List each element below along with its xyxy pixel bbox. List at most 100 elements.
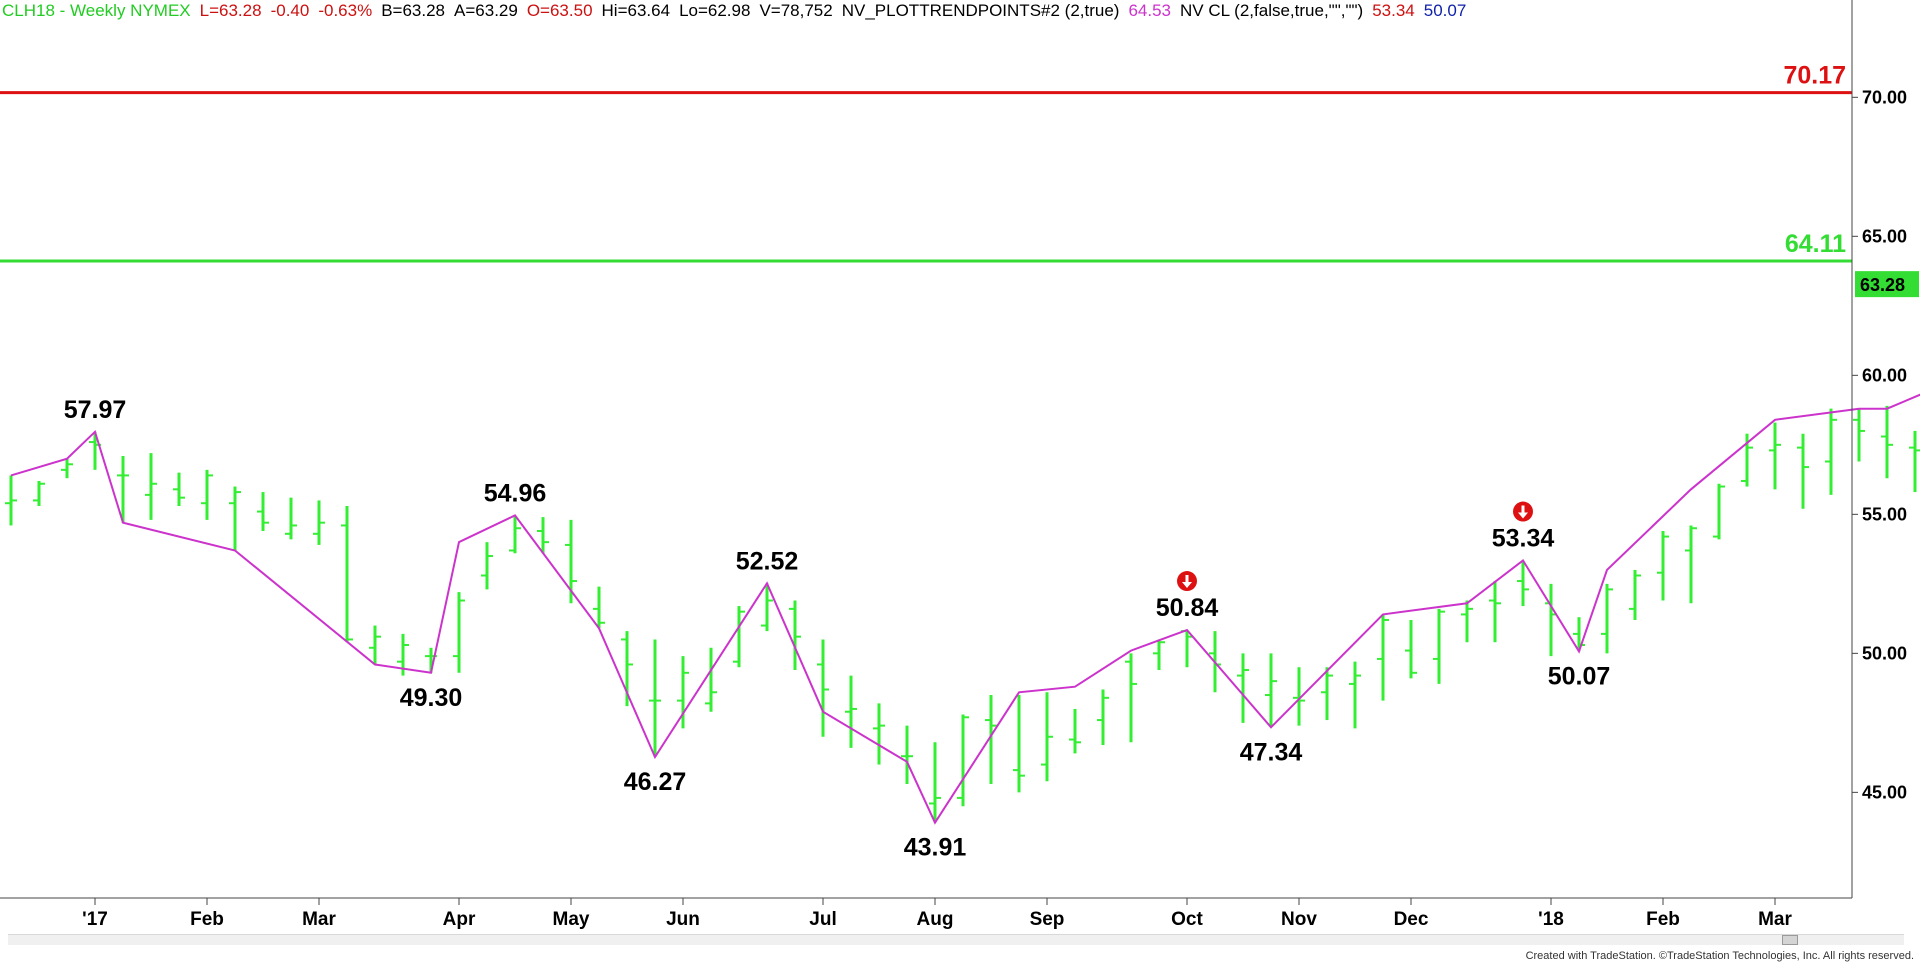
header-change: -0.40	[270, 1, 310, 20]
ohlc-bar	[1545, 583, 1557, 657]
ohlc-bar	[649, 639, 661, 758]
ohlc-bar	[1853, 408, 1865, 462]
ohlc-bar	[1041, 692, 1053, 782]
ohlc-bar	[229, 486, 241, 551]
x-tick-label: Dec	[1394, 909, 1429, 930]
ohlc-bar	[1769, 422, 1781, 490]
ohlc-bar	[1517, 560, 1529, 607]
pivot-label: 57.97	[64, 396, 127, 424]
header-indicator2-name: NV CL (2,false,true,"","")	[1180, 1, 1364, 20]
y-tick-label: 55.00	[1862, 504, 1907, 524]
x-tick-label: '17	[82, 909, 108, 930]
pivot-label: 50.84	[1156, 594, 1219, 622]
zigzag-trend-line	[10, 393, 1920, 825]
ohlc-bar	[61, 458, 73, 479]
level-lines: 70.17 64.11	[0, 62, 1852, 263]
header-last: L=63.28	[199, 1, 262, 20]
header-pct: -0.63%	[318, 1, 373, 20]
ohlc-bar	[1321, 667, 1333, 721]
y-tick-label: 60.00	[1862, 365, 1907, 385]
ohlc-bar	[1825, 408, 1837, 495]
x-tick-label: Mar	[302, 909, 336, 930]
last-price-flag	[1855, 271, 1919, 298]
last-price-label: 63.28	[1860, 275, 1905, 295]
ohlc-bar	[985, 695, 997, 785]
ohlc-bar	[1097, 689, 1109, 746]
ohlc-bar	[957, 714, 969, 807]
pivot-label: 50.07	[1548, 662, 1611, 690]
ohlc-bar	[1685, 525, 1697, 604]
x-tick-label: Sep	[1030, 909, 1065, 930]
ohlc-bar	[1069, 708, 1081, 754]
ohlc-bar	[145, 453, 157, 520]
support-level-label: 64.11	[1785, 230, 1846, 258]
ohlc-bar	[845, 675, 857, 748]
ohlc-bar	[453, 592, 465, 673]
ohlc-bar	[1237, 653, 1249, 723]
header-high: Hi=63.64	[601, 1, 671, 20]
header-bid: B=63.28	[381, 1, 446, 20]
ohlc-bar	[593, 586, 605, 629]
ohlc-bar	[1433, 608, 1445, 684]
pivot-label: 53.34	[1492, 524, 1555, 552]
ohlc-bar	[481, 542, 493, 590]
scrollbar-thumb[interactable]	[1782, 935, 1798, 945]
ohlc-bar	[761, 583, 773, 632]
ohlc-bar	[33, 480, 45, 506]
ohlc-bar	[1349, 661, 1361, 729]
ohlc-bar	[1629, 569, 1641, 620]
ohlc-bar	[1013, 695, 1025, 793]
ohlc-bar	[1405, 619, 1417, 679]
ohlc-bar	[201, 469, 213, 520]
ohlc-bar	[1741, 433, 1753, 487]
pivot-label: 49.30	[400, 684, 463, 712]
ohlc-bar	[285, 497, 297, 540]
pivot-label: 46.27	[624, 768, 687, 796]
ohlc-bar	[1377, 614, 1389, 701]
ohlc-bar	[1601, 583, 1613, 654]
ohlc-bar	[873, 703, 885, 765]
y-tick-label: 45.00	[1862, 782, 1907, 802]
ohlc-bar	[705, 647, 717, 712]
header-indicator2-value1: 53.34	[1372, 1, 1415, 20]
y-tick-label: 70.00	[1862, 87, 1907, 107]
pivot-label: 52.52	[736, 547, 799, 575]
ohlc-bar	[313, 500, 325, 545]
header-indicator2-value2: 50.07	[1423, 1, 1467, 20]
ohlc-bars	[5, 405, 1920, 823]
ohlc-bar	[1125, 653, 1137, 743]
ohlc-bar	[117, 455, 129, 523]
x-tick-label: Feb	[190, 909, 224, 930]
ohlc-bar	[173, 472, 185, 506]
horizontal-scrollbar[interactable]	[8, 934, 1904, 945]
ohlc-bar	[1657, 531, 1669, 601]
ohlc-bar	[369, 625, 381, 665]
chart-header: CLH18 - Weekly NYMEX L=63.28 -0.40 -0.63% B=…	[2, 1, 1842, 27]
ohlc-bar	[901, 725, 913, 785]
down-arrow-icon	[1177, 571, 1197, 592]
ohlc-bar	[1881, 405, 1893, 479]
header-low: Lo=62.98	[679, 1, 751, 20]
header-open: O=63.50	[526, 1, 593, 20]
pivot-label: 43.91	[904, 834, 967, 862]
ohlc-bar	[789, 600, 801, 671]
x-tick-label: '18	[1538, 909, 1564, 930]
footer-credit: Created with TradeStation. ©TradeStation…	[1525, 950, 1914, 962]
y-tick-label: 50.00	[1862, 643, 1907, 663]
ohlc-bar	[733, 606, 745, 668]
header-indicator1-name: NV_PLOTTRENDPOINTS#2 (2,true)	[841, 1, 1120, 20]
ohlc-bar	[1797, 433, 1809, 509]
axes: 45.00 50.00 55.00 60.00 65.00 70.00 '17 Feb Mar A…	[0, 0, 1919, 930]
pivot-label: 54.96	[484, 479, 547, 507]
down-arrow-icon	[1513, 501, 1533, 522]
ohlc-bar	[677, 656, 689, 729]
pivot-label: 47.34	[1240, 738, 1303, 766]
ohlc-bar	[257, 492, 269, 532]
header-indicator1-value: 64.53	[1128, 1, 1172, 20]
ohlc-bar	[341, 505, 353, 643]
ohlc-bar	[929, 742, 941, 823]
x-tick-label: May	[553, 909, 590, 930]
ohlc-bar	[1909, 430, 1920, 493]
signal-markers	[1177, 501, 1533, 592]
